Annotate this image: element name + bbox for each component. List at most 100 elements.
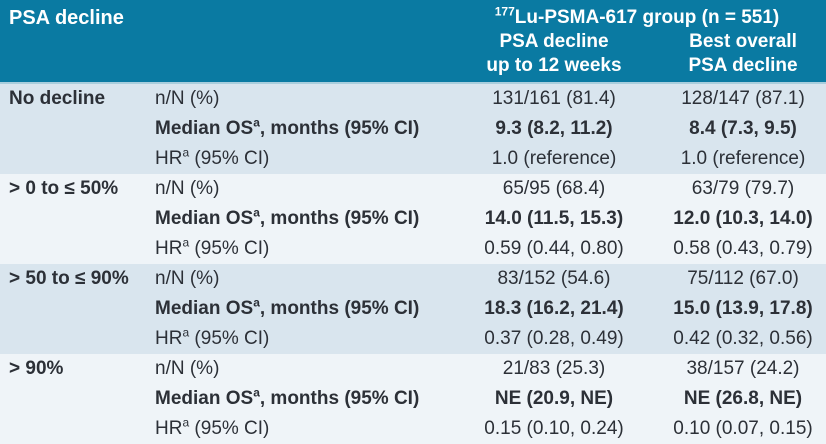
column-header-psa-12-weeks: PSA decline up to 12 weeks (448, 30, 660, 78)
column-header-line: Best overall (689, 31, 797, 52)
footnote-marker: a (182, 325, 190, 340)
table-row: > 0 to ≤ 50% n/N (%) 65/95 (68.4) 63/79 … (0, 174, 826, 204)
metric-label-text: HR (155, 148, 183, 169)
value-nN-best: 128/147 (87.1) (681, 88, 805, 109)
column-header-best-overall: Best overall PSA decline (660, 30, 826, 78)
value-hr-best: 1.0 (reference) (680, 148, 806, 169)
group-label: > 90% (9, 358, 64, 379)
value-hr-12wk: 0.37 (0.28, 0.49) (484, 328, 624, 349)
metric-label-os: Median OSa, months (95% CI) (148, 114, 448, 144)
value-os-12wk: 18.3 (16.2, 21.4) (484, 298, 624, 319)
group-label-spacer (0, 324, 148, 354)
value-nN-12wk: 65/95 (68.4) (502, 178, 606, 199)
metric-label-text: , months (95% CI) (259, 208, 420, 229)
footnote-marker: a (182, 415, 190, 430)
group-no-decline: No decline n/N (%) 131/161 (81.4) 128/14… (0, 84, 826, 174)
table-row: HRa (95% CI) 1.0 (reference) 1.0 (refere… (0, 144, 826, 174)
value-hr-12wk: 0.59 (0.44, 0.80) (484, 238, 624, 259)
group-header-text: Lu-PSMA-617 group (n = 551) (514, 7, 780, 28)
table-row: No decline n/N (%) 131/161 (81.4) 128/14… (0, 84, 826, 114)
group-label-spacer (0, 294, 148, 324)
metric-label-text: Median OS (155, 118, 254, 139)
value-nN-12wk: 83/152 (54.6) (497, 268, 611, 289)
metric-label-text: , months (95% CI) (259, 118, 420, 139)
metric-label-text: (95% CI) (189, 238, 270, 259)
group-label-spacer (0, 114, 148, 144)
column-header-line: PSA decline (499, 31, 609, 52)
metric-label-text: , months (95% CI) (259, 388, 420, 409)
metric-label-hr: HRa (95% CI) (148, 414, 448, 444)
metric-label-text: HR (155, 238, 183, 259)
value-os-best: 12.0 (10.3, 14.0) (673, 208, 813, 229)
metric-label-text: Median OS (155, 388, 254, 409)
metric-label-nN: n/N (%) (155, 88, 220, 109)
table-row: Median OSa, months (95% CI) 18.3 (16.2, … (0, 294, 826, 324)
group-label-spacer (0, 414, 148, 444)
metric-label-text: (95% CI) (189, 148, 270, 169)
table-title: PSA decline (9, 7, 124, 29)
isotope-superscript: 177 (494, 4, 515, 19)
metric-label-hr: HRa (95% CI) (148, 234, 448, 264)
table-row: HRa (95% CI) 0.59 (0.44, 0.80) 0.58 (0.4… (0, 234, 826, 264)
metric-label-os: Median OSa, months (95% CI) (148, 204, 448, 234)
value-hr-best: 0.42 (0.32, 0.56) (673, 328, 813, 349)
metric-label-text: , months (95% CI) (259, 298, 420, 319)
footnote-marker: a (253, 115, 260, 130)
table-row: > 50 to ≤ 90% n/N (%) 83/152 (54.6) 75/1… (0, 264, 826, 294)
metric-label-text: HR (155, 418, 183, 439)
value-os-12wk: NE (20.9, NE) (494, 388, 614, 409)
value-nN-12wk: 131/161 (81.4) (492, 88, 616, 109)
column-header-line: up to 12 weeks (486, 55, 622, 76)
footnote-marker: a (182, 235, 190, 250)
group-label: > 0 to ≤ 50% (9, 178, 119, 199)
metric-label-text: Median OS (155, 208, 254, 229)
value-os-best: 15.0 (13.9, 17.8) (673, 298, 813, 319)
value-os-12wk: 14.0 (11.5, 15.3) (484, 208, 624, 229)
metric-label-text: HR (155, 328, 183, 349)
value-nN-best: 75/112 (67.0) (687, 268, 799, 289)
value-hr-best: 0.10 (0.07, 0.15) (673, 418, 813, 439)
group-label-spacer (0, 204, 148, 234)
table-row: Median OSa, months (95% CI) NE (20.9, NE… (0, 384, 826, 414)
group-header-area: 177Lu-PSMA-617 group (n = 551) PSA decli… (448, 0, 826, 82)
group-header-title: 177Lu-PSMA-617 group (n = 551) (448, 5, 826, 30)
table-row: Median OSa, months (95% CI) 14.0 (11.5, … (0, 204, 826, 234)
metric-label-os: Median OSa, months (95% CI) (148, 384, 448, 414)
footnote-marker: a (253, 385, 260, 400)
group-0-to-50: > 0 to ≤ 50% n/N (%) 65/95 (68.4) 63/79 … (0, 174, 826, 264)
footnote-marker: a (253, 295, 260, 310)
metric-label-nN: n/N (%) (155, 268, 220, 289)
value-hr-12wk: 0.15 (0.10, 0.24) (484, 418, 624, 439)
table-row: HRa (95% CI) 0.15 (0.10, 0.24) 0.10 (0.0… (0, 414, 826, 444)
group-label-spacer (0, 384, 148, 414)
metric-label-hr: HRa (95% CI) (148, 324, 448, 354)
value-os-12wk: 9.3 (8.2, 11.2) (495, 118, 613, 139)
metric-label-text: Median OS (155, 298, 254, 319)
table-row: HRa (95% CI) 0.37 (0.28, 0.49) 0.42 (0.3… (0, 324, 826, 354)
table-row: Median OSa, months (95% CI) 9.3 (8.2, 11… (0, 114, 826, 144)
metric-label-nN: n/N (%) (155, 358, 220, 379)
value-hr-12wk: 1.0 (reference) (491, 148, 617, 169)
footnote-marker: a (253, 205, 260, 220)
group-label: No decline (9, 88, 106, 109)
metric-label-text: (95% CI) (189, 328, 270, 349)
metric-label-hr: HRa (95% CI) (148, 144, 448, 174)
metric-label-os: Median OSa, months (95% CI) (148, 294, 448, 324)
group-over-90: > 90% n/N (%) 21/83 (25.3) 38/157 (24.2)… (0, 354, 826, 444)
value-hr-best: 0.58 (0.43, 0.79) (673, 238, 813, 259)
table-row: > 90% n/N (%) 21/83 (25.3) 38/157 (24.2) (0, 354, 826, 384)
column-headers: PSA decline up to 12 weeks Best overall … (448, 30, 826, 78)
footnote-marker: a (182, 145, 190, 160)
value-nN-12wk: 21/83 (25.3) (502, 358, 606, 379)
metric-label-nN: n/N (%) (155, 178, 220, 199)
column-header-line: PSA decline (688, 55, 798, 76)
group-label-spacer (0, 234, 148, 264)
value-nN-best: 63/79 (79.7) (691, 178, 795, 199)
metric-label-text: (95% CI) (189, 418, 270, 439)
value-nN-best: 38/157 (24.2) (686, 358, 800, 379)
group-label-spacer (0, 144, 148, 174)
value-os-best: NE (26.8, NE) (683, 388, 803, 409)
table-header: PSA decline 177Lu-PSMA-617 group (n = 55… (0, 0, 826, 84)
group-label: > 50 to ≤ 90% (9, 268, 129, 289)
